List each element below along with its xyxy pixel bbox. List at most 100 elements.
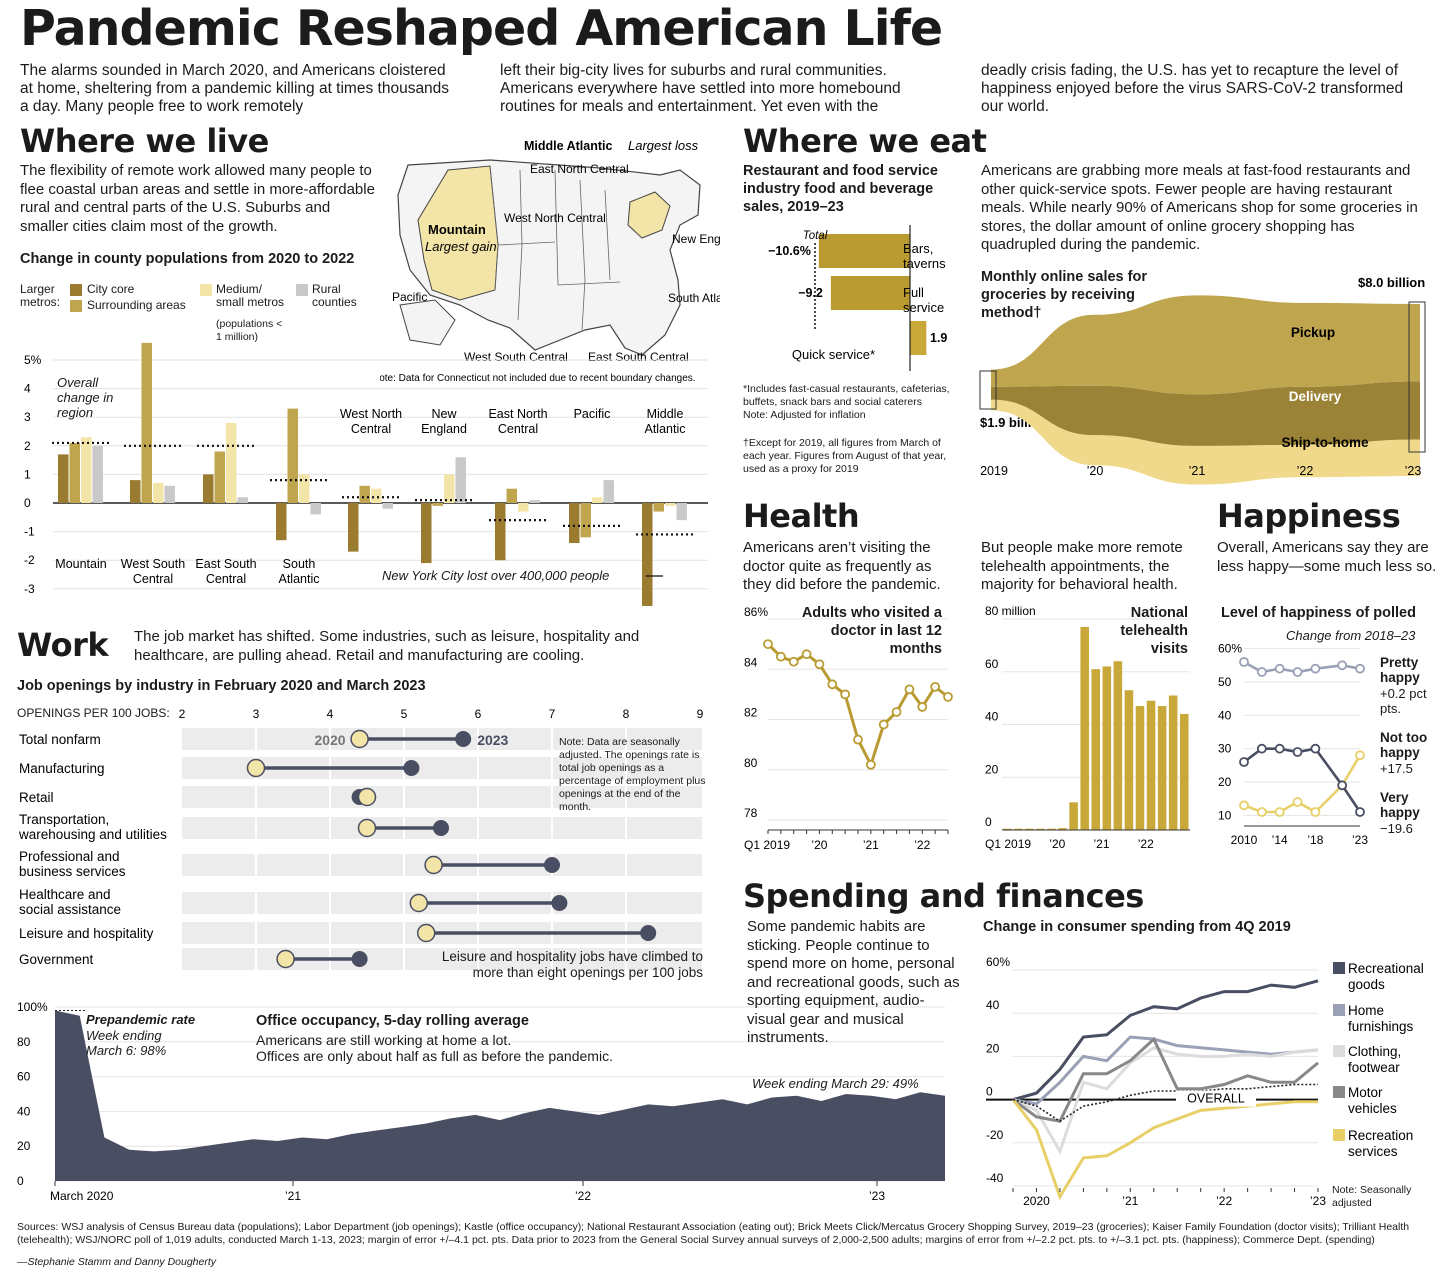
happy-point-pretty-happy	[1310, 663, 1321, 674]
spend-line-clothing-footwear	[1012, 1046, 1319, 1156]
spend-ytick: -20	[986, 1128, 1004, 1142]
pop-bar-middle-atlantic-city-core	[642, 503, 653, 606]
prepandemic-label: Prepandemic rate	[86, 1012, 196, 1027]
spend-ytick: -40	[986, 1171, 1004, 1185]
pop-bar-pacific-rural-counties	[603, 480, 614, 503]
doctor-ytick: 78	[744, 806, 758, 820]
doctor-point-q2-2022	[930, 681, 941, 692]
office-sub1: Americans are still working at home a lo…	[256, 1032, 512, 1048]
rest-cat-taverns: taverns	[903, 256, 946, 271]
happy-point-very-happy	[1274, 743, 1285, 754]
doctor-point-q2-2020	[827, 679, 838, 690]
map-label-largest-loss: Largest loss	[628, 138, 699, 153]
pop-category-label-new-england: New England	[421, 407, 467, 436]
intro-col-1: The alarms sounded in March 2020, and Am…	[20, 62, 450, 115]
happiness-change-label: Change from 2018–23	[1286, 628, 1416, 643]
overall-change-label: Overall change in region	[57, 375, 114, 420]
tele-bar	[1168, 695, 1178, 830]
happy-xtick: ’14	[1272, 833, 1288, 847]
pop-category-label-middle-atlantic: Middle Atlantic	[645, 407, 686, 436]
pop-bar-mountain-surrounding-areas	[69, 442, 80, 503]
pop-ytick: 2	[24, 439, 31, 453]
pop-bar-new-england-medium-small-metros	[444, 474, 455, 503]
happy-point-very-happy	[1239, 757, 1249, 767]
happy-point-very-happy	[1337, 780, 1348, 791]
pop-bar-mountain-medium-small-metros	[81, 437, 92, 503]
pop-category-label-west-south-central: West South Central	[121, 557, 185, 586]
doctor-xtick: ’22	[914, 838, 930, 852]
happy-ytick: 50	[1218, 675, 1232, 689]
legend-swatch-rural	[296, 284, 308, 296]
pop-bar-west-north-central-medium-small-metros	[371, 488, 382, 503]
happy-point-not-too-happy	[1256, 807, 1267, 817]
legend-rural: Rural counties	[312, 282, 357, 309]
happy-point-pretty-happy	[1292, 667, 1303, 677]
pop-bar-east-north-central-surrounding-areas	[506, 488, 517, 503]
happy-ytick: 60%	[1218, 642, 1242, 656]
grocery-label-ship: Ship-to-home	[1282, 435, 1369, 450]
tele-bar	[1146, 700, 1156, 830]
doctor-xtick: ’21	[863, 838, 879, 852]
tele-bar	[1069, 802, 1078, 830]
doctor-point-q3-2021	[891, 707, 902, 717]
job-row-label-leisure-and-hospitality: Leisure and hospitality	[19, 926, 154, 941]
very-happy-change: −19.6	[1380, 821, 1413, 836]
job-row-label-manufacturing: Manufacturing	[19, 761, 105, 776]
spend-legend-clothing-footwear: Clothing, footwear	[1348, 1044, 1401, 1075]
us-region-map: Middle Atlantic Largest loss East North …	[380, 138, 720, 384]
spend-overall-bg	[1176, 1090, 1256, 1107]
telehealth-chart: 80 million 60 40 20 0 Q1 2019 ’20 ’21 ’22	[985, 605, 1190, 851]
grocery-stream-delivery	[991, 381, 1420, 446]
job-dot-2023-professional-and-business-services	[544, 857, 560, 873]
pop-ytick: -2	[24, 553, 35, 567]
doctor-title: Adults who visited a doctor in last 12 m…	[801, 605, 942, 657]
job-dot-2020-healthcare-and-social-assistance	[409, 893, 429, 913]
tele-xtick: ’20	[1049, 837, 1065, 851]
tele-ytick: 60	[985, 657, 999, 671]
office-ytick: 40	[17, 1104, 31, 1118]
pop-category-label-east-north-central: East North Central	[488, 407, 547, 436]
map-label-largest-gain: Largest gain	[425, 239, 497, 254]
office-end-label: Week ending March 29: 49%	[752, 1076, 919, 1091]
legend-swatch-surrounding	[70, 300, 82, 312]
spend-legend-swatch-motor-vehicles	[1333, 1086, 1345, 1098]
online-grocery-chart: $8.0 billion $1.9 billion PickupDelivery…	[979, 275, 1426, 485]
pop-bar-east-north-central-rural-counties	[529, 500, 540, 503]
spend-xtick: ’21	[1122, 1194, 1138, 1208]
office-ytick: 20	[17, 1139, 31, 1153]
spend-line-recreational-goods	[1012, 979, 1319, 1102]
job-dot-2023-government	[351, 951, 368, 967]
job-xtick: 9	[697, 707, 704, 721]
pop-category-label-pacific: Pacific	[574, 407, 611, 421]
map-middle-atlantic-region	[627, 191, 671, 239]
spend-line-home-furnishings	[1012, 1035, 1319, 1106]
office-xtick: ’21	[285, 1189, 301, 1203]
job-row-bg	[182, 786, 702, 808]
doctor-point-q1-2020	[814, 659, 825, 670]
pop-bar-east-south-central-surrounding-areas	[214, 451, 225, 503]
spend-overall-label: OVERALL	[1187, 1092, 1245, 1106]
grocery-xtick: ’21	[1189, 464, 1206, 478]
grocery-start-box	[979, 370, 997, 410]
consumer-spending-chart: 60% 40 20 0 -20 -40 OVERALL 2020 ’21 ’22 ’23 Recrea…	[986, 955, 1424, 1208]
tele-ytick: 20	[985, 762, 999, 776]
rest-cat-service: service	[903, 300, 944, 315]
spending-body: Some pandemic habits are sticking. Peopl…	[747, 918, 960, 1046]
rest-total-label: Total	[803, 230, 828, 242]
happy-point-not-too-happy	[1239, 800, 1249, 811]
rest-cat-full: Full	[903, 285, 924, 300]
spending-heading: Spending and finances	[743, 877, 1144, 915]
pop-ytick: 1	[24, 467, 31, 481]
eat-heading: Where we eat	[743, 122, 987, 160]
map-note: Note: Data for Connecticut not included …	[380, 373, 696, 384]
telehealth-title: National telehealth visits	[1120, 605, 1188, 657]
work-heading: Work	[17, 626, 109, 664]
pop-bar-new-england-surrounding-areas	[432, 503, 443, 506]
map-label-west-north-central: West North Central	[504, 211, 606, 225]
eat-note1: *Includes fast-casual restaurants, cafet…	[743, 383, 950, 408]
doctor-point-q4-2019	[801, 649, 812, 660]
job-dot-2020-government	[276, 949, 295, 969]
spend-ytick: 0	[986, 1085, 993, 1099]
health-body1: Americans aren’t visiting the doctor qui…	[743, 539, 941, 593]
spend-xtick: 2020	[1023, 1194, 1050, 1208]
